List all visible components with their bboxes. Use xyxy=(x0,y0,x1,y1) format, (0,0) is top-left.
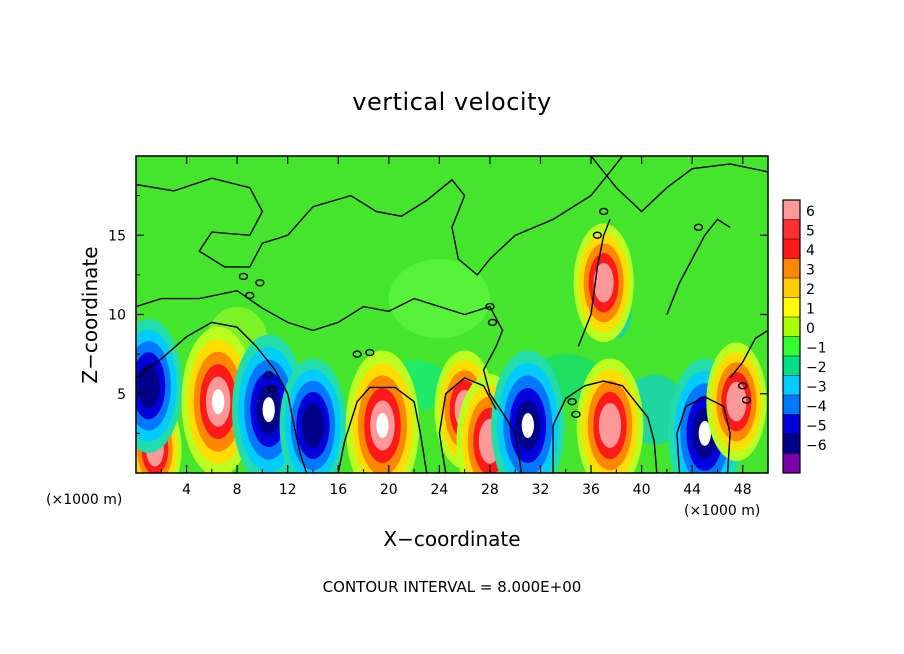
x-tick-label: 12 xyxy=(279,482,297,498)
colorbar-label: 0 xyxy=(806,321,815,337)
colorbar-swatch xyxy=(783,414,800,435)
colorbar-swatch xyxy=(783,453,800,474)
x-tick-label: 28 xyxy=(481,482,499,498)
colorbar-swatch xyxy=(783,395,800,415)
colorbar-swatch xyxy=(783,336,800,357)
contour-loop xyxy=(267,385,278,393)
x-tick-label: 8 xyxy=(233,482,242,498)
field-cell xyxy=(576,358,644,473)
x-tick-label: 20 xyxy=(380,482,398,498)
field-streak xyxy=(388,259,490,339)
colorbar-label: 2 xyxy=(806,282,815,298)
field-cell xyxy=(706,342,767,461)
contour-loop xyxy=(592,231,603,239)
field-cell xyxy=(181,326,255,473)
colorbar-label: 6 xyxy=(806,204,815,220)
colorbar-swatch xyxy=(783,278,800,298)
contour-loop xyxy=(245,291,255,300)
contour-loop xyxy=(238,272,249,281)
chart-title: vertical velocity xyxy=(352,88,552,116)
colorbar-label: −3 xyxy=(806,379,827,395)
x-tick-label: 16 xyxy=(329,482,347,498)
colorbar-label: −5 xyxy=(806,418,827,434)
contour-line xyxy=(136,156,624,276)
colorbar-swatch xyxy=(783,317,800,337)
x-tick-label: 36 xyxy=(582,482,600,498)
contour-line xyxy=(337,386,428,473)
contour-loop xyxy=(487,318,498,327)
y-tick-label: 10 xyxy=(108,308,126,324)
contour-loop xyxy=(693,223,704,232)
colorbar-swatch xyxy=(783,297,800,318)
colorbar-label: 3 xyxy=(806,262,815,278)
field-cell xyxy=(573,223,634,343)
contour-interval-note: CONTOUR INTERVAL = 8.000E+00 xyxy=(322,578,582,596)
contour-line xyxy=(590,156,768,213)
contour-loop xyxy=(352,350,362,358)
y-tick-label: 15 xyxy=(108,228,126,244)
x-tick-label: 40 xyxy=(633,482,651,498)
colorbar-label: 5 xyxy=(806,223,815,239)
contour-line xyxy=(676,396,731,473)
contour-line xyxy=(577,219,611,347)
colorbar-label: −1 xyxy=(806,340,827,356)
colorbar-swatch xyxy=(783,375,800,396)
colorbar-label: −2 xyxy=(806,360,827,376)
x-tick-label: 48 xyxy=(734,482,752,498)
z-axis-units-label: (×1000 m) xyxy=(684,503,761,519)
colorbar-label: −4 xyxy=(806,399,827,415)
x-axis-label: X−coordinate xyxy=(383,527,521,551)
contour-loop xyxy=(738,382,748,390)
colorbar-swatch xyxy=(783,356,800,376)
colorbar-swatch xyxy=(783,239,800,259)
contour-loop xyxy=(741,396,752,404)
contour-loop xyxy=(571,410,581,419)
colorbar-swatch xyxy=(783,219,800,240)
contour-loop xyxy=(365,348,375,357)
contour-loop xyxy=(264,371,274,379)
colorbar-swatch xyxy=(783,258,800,279)
contour-line xyxy=(729,329,768,379)
x-tick-label: 24 xyxy=(430,482,448,498)
x-tick-label: 4 xyxy=(182,482,191,498)
x-tick-label: 44 xyxy=(683,482,701,498)
contour-loop xyxy=(485,302,495,311)
x-tick-label: 32 xyxy=(532,482,550,498)
x-axis-units-label: (×1000 m) xyxy=(46,492,123,508)
contour-loop xyxy=(567,397,577,406)
colorbar-label: 4 xyxy=(806,243,815,259)
field-cell xyxy=(345,350,420,473)
field-cell xyxy=(491,350,565,473)
contour-line xyxy=(438,377,497,473)
colorbar-label: 1 xyxy=(806,301,815,317)
contour-line xyxy=(136,321,308,473)
colorbar-swatch xyxy=(783,434,800,454)
y-tick-label: 5 xyxy=(117,387,126,403)
colorbar-swatch xyxy=(783,200,800,220)
field-cell xyxy=(136,318,182,453)
colorbar-label: −6 xyxy=(806,438,827,454)
contour-line xyxy=(552,380,658,473)
contour-loop xyxy=(255,279,265,287)
contour-line xyxy=(666,218,731,315)
contour-loop xyxy=(598,207,609,216)
